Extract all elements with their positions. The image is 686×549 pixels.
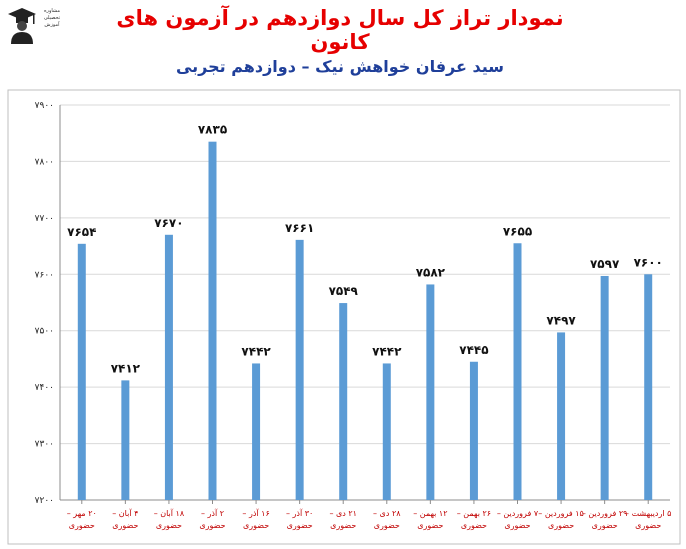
y-tick-label: ۷۲۰۰: [35, 496, 54, 506]
logo-caption: مشاوره تحصیلی آموزش: [43, 8, 61, 28]
bar: [600, 275, 609, 500]
x-category-label: ۱۵ فروردین –: [538, 509, 584, 518]
data-label: ۷۵۴۹: [329, 284, 359, 298]
bar: [208, 141, 217, 500]
x-category-label: ۲ آذر –: [201, 508, 224, 518]
bar: [469, 361, 478, 500]
bar: [164, 234, 173, 501]
x-category-sublabel: حضوری: [330, 521, 356, 530]
bar: [295, 239, 304, 500]
x-category-label: ۲۶ بهمن –: [457, 509, 491, 518]
chart-subtitle: سید عرفان خواهش نیک – دوازدهم تجربی: [175, 57, 505, 76]
bar: [557, 332, 566, 500]
data-label: ۷۴۱۲: [111, 361, 141, 375]
x-category-sublabel: حضوری: [417, 521, 443, 530]
data-label: ۷۵۹۷: [590, 257, 620, 271]
x-category-sublabel: حضوری: [199, 521, 225, 530]
y-tick-label: ۷۸۰۰: [35, 157, 54, 167]
x-category-label: ۳۰ آذر –: [286, 508, 313, 518]
chart-frame: [7, 89, 681, 545]
data-label: ۷۶۷۰: [154, 216, 183, 230]
data-label: ۷۴۴۲: [372, 344, 402, 358]
bar: [339, 303, 348, 500]
data-label: ۷۴۴۲: [241, 344, 271, 358]
x-category-sublabel: حضوری: [635, 521, 661, 530]
x-category-sublabel: حضوری: [461, 521, 487, 530]
data-label: ۷۴۴۵: [459, 343, 488, 357]
x-category-sublabel: حضوری: [69, 521, 95, 530]
x-category-sublabel: حضوری: [243, 521, 269, 530]
bar: [382, 363, 391, 500]
data-label: ۷۵۸۲: [416, 265, 446, 279]
y-tick-label: ۷۵۰۰: [35, 327, 54, 337]
x-category-label: ۲۸ دی –: [373, 509, 401, 518]
bar: [121, 380, 130, 500]
bar: [252, 363, 261, 500]
bar: [426, 284, 435, 500]
x-category-sublabel: حضوری: [156, 521, 182, 530]
data-label: ۷۶۵۵: [503, 224, 532, 238]
data-label: ۷۶۵۴: [67, 225, 96, 239]
data-label: ۷۶۶۱: [285, 221, 314, 235]
x-category-label: ۲۱ دی –: [329, 509, 357, 518]
x-category-label: ۱۲ بهمن –: [413, 509, 447, 518]
x-category-label: ۴ آبان –: [112, 508, 138, 518]
x-category-sublabel: حضوری: [287, 521, 313, 530]
chart-title: نمودار تراز کل سال دوازدهم در آزمون های …: [116, 6, 564, 54]
y-tick-label: ۷۹۰۰: [35, 101, 54, 111]
x-category-label: ۱۶ آذر –: [242, 508, 269, 518]
x-category-label: ۷ فروردین –: [497, 509, 539, 518]
x-category-label: ۱۸ آبان –: [154, 508, 185, 518]
x-category-sublabel: حضوری: [592, 521, 618, 530]
y-tick-label: ۷۳۰۰: [35, 440, 54, 450]
y-tick-label: ۷۷۰۰: [35, 214, 54, 224]
y-tick-label: ۷۶۰۰: [35, 270, 54, 280]
x-category-sublabel: حضوری: [504, 521, 530, 530]
x-category-label: ۲۰ مهر –: [67, 509, 97, 518]
x-category-sublabel: حضوری: [374, 521, 400, 530]
bar: [644, 274, 653, 500]
y-tick-label: ۷۴۰۰: [35, 383, 54, 393]
bar: [513, 243, 522, 500]
data-label: ۷۸۳۵: [198, 123, 227, 137]
x-category-sublabel: حضوری: [112, 521, 138, 530]
data-label: ۷۶۰۰: [634, 255, 663, 269]
bar: [77, 243, 86, 501]
x-category-label: ۵ اردیبهشت –: [625, 509, 671, 518]
x-category-label: ۲۹ فروردین –: [582, 509, 628, 518]
data-label: ۷۴۹۷: [546, 313, 576, 327]
x-category-sublabel: حضوری: [548, 521, 574, 530]
graduate-logo-icon: [8, 8, 36, 44]
